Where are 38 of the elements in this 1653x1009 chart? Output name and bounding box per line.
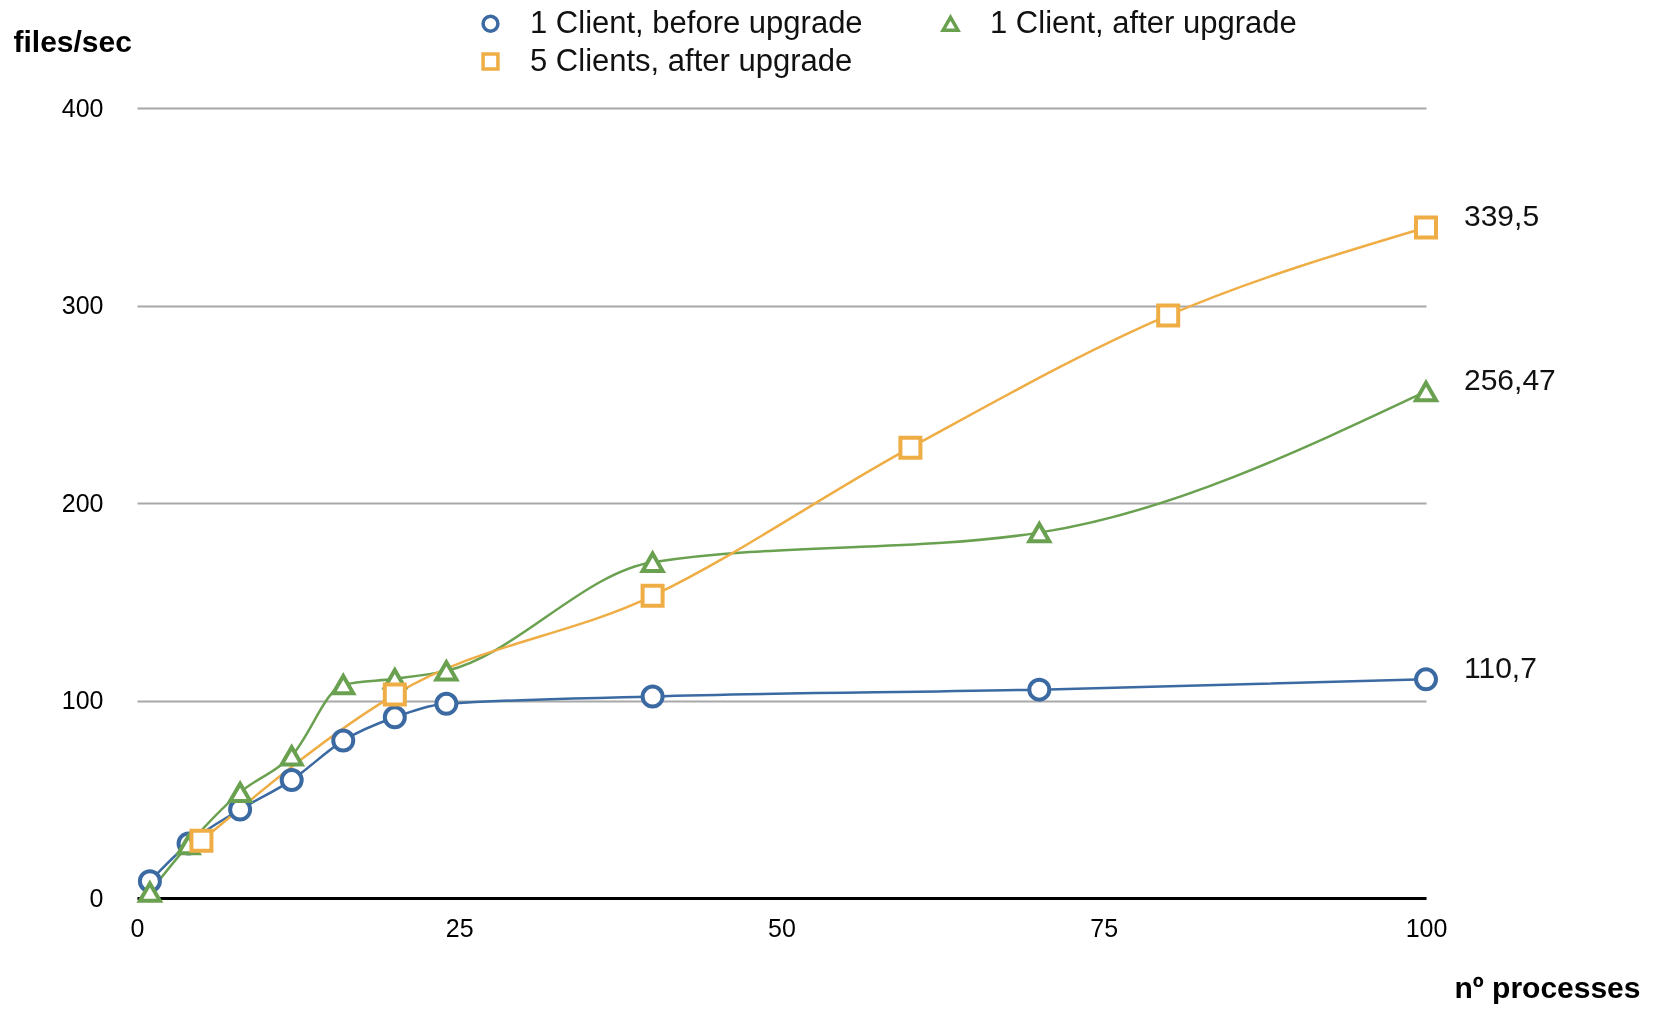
y-tick-label: 300 — [61, 291, 104, 319]
point — [189, 828, 214, 853]
data-label: 256,47 — [1464, 363, 1556, 397]
x-tick-label: 75 — [1090, 913, 1119, 942]
y-tick-label: 400 — [61, 93, 104, 122]
point — [434, 660, 459, 682]
point — [1156, 303, 1181, 328]
point — [639, 549, 666, 573]
data-label: 110,7 — [1464, 651, 1537, 685]
x-tick-label: 0 — [130, 913, 145, 942]
point — [331, 674, 356, 696]
legend-label: 1 Client, after upgrade — [990, 4, 1297, 40]
point — [1414, 380, 1438, 403]
x-tick-label: 25 — [445, 913, 474, 942]
point — [1414, 667, 1438, 692]
y-tick-label: 200 — [61, 488, 104, 517]
point — [1027, 521, 1052, 544]
point — [434, 691, 459, 716]
x-axis-title: nº processes — [1454, 970, 1641, 1004]
point — [331, 728, 356, 753]
y-tick-label: 0 — [89, 883, 104, 912]
point — [279, 768, 304, 793]
data-label: 339,5 — [1464, 199, 1540, 233]
point — [640, 583, 665, 608]
point — [898, 435, 923, 460]
point — [382, 682, 407, 707]
y-tick-label: 100 — [61, 686, 104, 714]
y-axis-title: files/sec — [13, 24, 132, 58]
point — [1414, 215, 1438, 240]
legend-label: 1 Client, before upgrade — [530, 4, 863, 40]
point — [137, 881, 162, 903]
point — [1027, 677, 1052, 702]
point — [640, 684, 665, 709]
x-tick-label: 100 — [1405, 913, 1448, 942]
point — [382, 705, 407, 730]
point — [279, 745, 304, 767]
legend-label: 5 Clients, after upgrade — [530, 42, 853, 78]
x-tick-label: 50 — [768, 913, 796, 942]
